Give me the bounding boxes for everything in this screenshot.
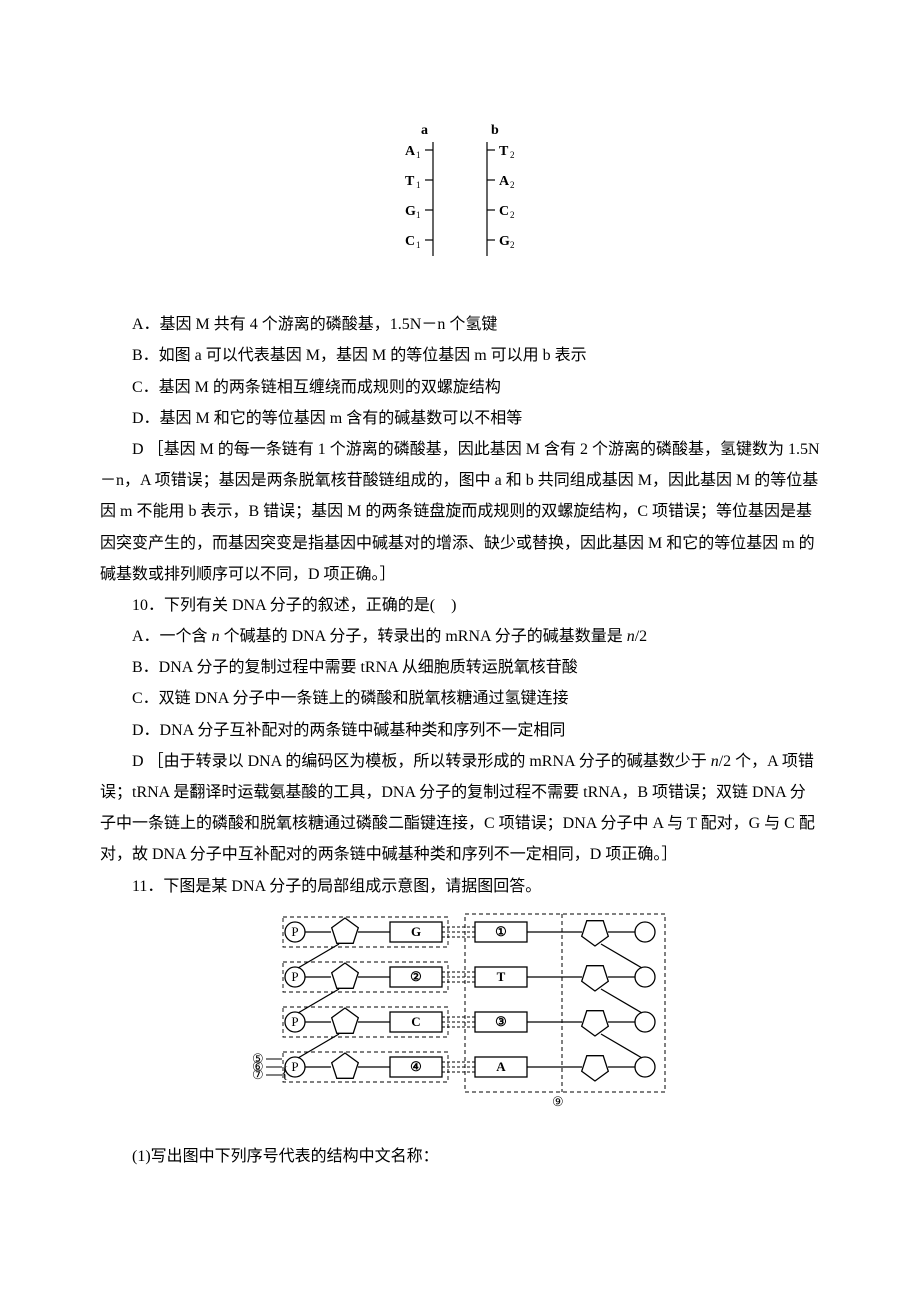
svg-text:③: ③ [495, 1014, 507, 1029]
svg-text:①: ① [495, 924, 507, 939]
svg-text:b: b [491, 123, 499, 138]
q10-n-3: n [711, 753, 719, 770]
svg-text:T: T [405, 174, 415, 189]
q9-option-b: B．如图 a 可以代表基因 M，基因 M 的等位基因 m 可以用 b 表示 [100, 340, 820, 371]
svg-text:P: P [291, 1014, 298, 1029]
svg-text:P: P [291, 924, 298, 939]
q10-answer: D ［由于转录以 DNA 的编码区为模板，所以转录形成的 mRNA 分子的碱基数… [100, 746, 820, 871]
q9-answer-letter: D [132, 441, 144, 458]
svg-text:1: 1 [416, 240, 421, 250]
q10-option-b: B．DNA 分子的复制过程中需要 tRNA 从细胞质转运脱氧核苷酸 [100, 652, 820, 683]
svg-text:2: 2 [510, 150, 515, 160]
svg-text:P: P [291, 969, 298, 984]
svg-text:1: 1 [416, 210, 421, 220]
svg-text:P: P [291, 1059, 298, 1074]
svg-text:T: T [497, 969, 506, 984]
diagram-dna-structure: PG①P②TPC③P④A⑤⑥⑦{⑨ [100, 902, 820, 1123]
svg-text:G: G [405, 204, 416, 219]
svg-text:C: C [499, 204, 509, 219]
svg-text:②: ② [410, 969, 422, 984]
q9-answer-body: ［基因 M 的每一条链有 1 个游离的磷酸基，因此基因 M 含有 2 个游离的磷… [100, 441, 820, 583]
svg-text:G: G [411, 924, 421, 939]
q10-option-a: A．一个含 n 个碱基的 DNA 分子，转录出的 mRNA 分子的碱基数量是 n… [100, 621, 820, 652]
svg-text:2: 2 [510, 180, 515, 190]
q11-stem: 11．下图是某 DNA 分子的局部组成示意图，请据图回答。 [100, 871, 820, 902]
q10-optA-post: 个碱基的 DNA 分子，转录出的 mRNA 分子的碱基数量是 [220, 628, 627, 645]
svg-text:2: 2 [510, 240, 515, 250]
svg-text:a: a [421, 123, 428, 138]
q9-option-a: A．基因 M 共有 4 个游离的磷酸基，1.5N－n 个氢键 [100, 309, 820, 340]
q9-option-c: C．基因 M 的两条链相互缠绕而成规则的双螺旋结构 [100, 372, 820, 403]
svg-text:A: A [496, 1059, 506, 1074]
diagram-ab-strands: abA1T2T1A2G1C2C1G2 [100, 120, 820, 291]
q10-n-2: n [627, 628, 635, 645]
svg-text:2: 2 [510, 210, 515, 220]
q10-option-c: C．双链 DNA 分子中一条链上的磷酸和脱氧核糖通过氢键连接 [100, 683, 820, 714]
diagram2-svg: PG①P②TPC③P④A⑤⑥⑦{⑨ [240, 902, 680, 1112]
q9-option-d: D．基因 M 和它的等位基因 m 含有的碱基数可以不相等 [100, 403, 820, 434]
svg-text:⑨: ⑨ [552, 1094, 564, 1109]
q9-answer: D ［基因 M 的每一条链有 1 个游离的磷酸基，因此基因 M 含有 2 个游离… [100, 434, 820, 590]
svg-text:④: ④ [410, 1059, 422, 1074]
q10-answer-letter: D [132, 753, 144, 770]
q10-answer-body: ［由于转录以 DNA 的编码区为模板，所以转录形成的 mRNA 分子的碱基数少于… [100, 753, 815, 864]
svg-text:C: C [405, 234, 415, 249]
svg-text:A: A [499, 174, 510, 189]
q11-sub1: (1)写出图中下列序号代表的结构中文名称： [100, 1141, 820, 1172]
svg-text:T: T [499, 144, 509, 159]
q10-n-1: n [212, 628, 220, 645]
svg-text:G: G [499, 234, 510, 249]
q10-ans-pre: ［由于转录以 DNA 的编码区为模板，所以转录形成的 mRNA 分子的碱基数少于 [148, 753, 711, 770]
svg-text:{: { [281, 1065, 289, 1082]
diagram1-svg: abA1T2T1A2G1C2C1G2 [385, 120, 535, 280]
svg-text:C: C [411, 1014, 420, 1029]
svg-text:1: 1 [416, 150, 421, 160]
svg-text:⑦: ⑦ [252, 1067, 264, 1082]
svg-text:1: 1 [416, 180, 421, 190]
q10-optA-tail: /2 [635, 628, 647, 645]
svg-text:A: A [405, 144, 416, 159]
q10-option-d: D．DNA 分子互补配对的两条链中碱基种类和序列不一定相同 [100, 715, 820, 746]
q10-optA-pre: A．一个含 [132, 628, 212, 645]
q10-stem: 10．下列有关 DNA 分子的叙述，正确的是( ) [100, 590, 820, 621]
